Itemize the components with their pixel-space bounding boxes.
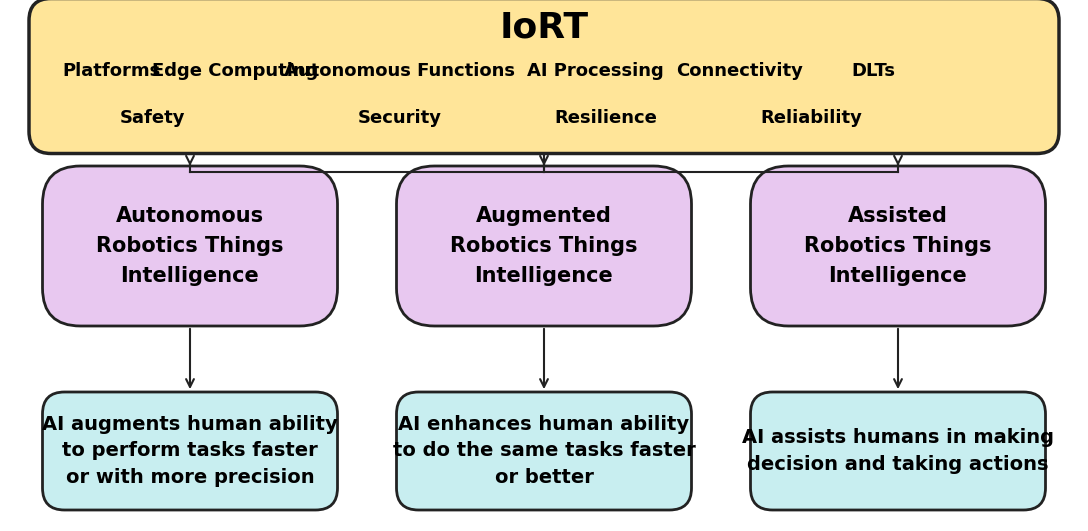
Text: Edge Computing: Edge Computing xyxy=(152,62,318,80)
Text: Resilience: Resilience xyxy=(555,109,657,127)
FancyBboxPatch shape xyxy=(42,392,337,510)
Text: AI enhances human ability
to do the same tasks faster
or better: AI enhances human ability to do the same… xyxy=(393,415,695,487)
Text: Security: Security xyxy=(358,109,442,127)
Text: AI assists humans in making
decision and taking actions: AI assists humans in making decision and… xyxy=(742,428,1054,474)
Text: Autonomous Functions: Autonomous Functions xyxy=(284,62,516,80)
Text: Augmented
Robotics Things
Intelligence: Augmented Robotics Things Intelligence xyxy=(450,207,638,286)
FancyBboxPatch shape xyxy=(396,392,692,510)
FancyBboxPatch shape xyxy=(751,392,1046,510)
FancyBboxPatch shape xyxy=(396,166,692,326)
Text: Autonomous
Robotics Things
Intelligence: Autonomous Robotics Things Intelligence xyxy=(96,207,284,286)
Text: AI Processing: AI Processing xyxy=(527,62,664,80)
FancyBboxPatch shape xyxy=(751,166,1046,326)
Text: AI augments human ability
to perform tasks faster
or with more precision: AI augments human ability to perform tas… xyxy=(42,415,338,487)
Text: IoRT: IoRT xyxy=(499,11,589,45)
Text: Assisted
Robotics Things
Intelligence: Assisted Robotics Things Intelligence xyxy=(804,207,992,286)
Text: Reliability: Reliability xyxy=(761,109,863,127)
FancyBboxPatch shape xyxy=(42,166,337,326)
Text: Connectivity: Connectivity xyxy=(677,62,803,80)
FancyBboxPatch shape xyxy=(29,0,1059,153)
Text: Safety: Safety xyxy=(120,109,185,127)
Text: Platforms: Platforms xyxy=(62,62,161,80)
Text: DLTs: DLTs xyxy=(852,62,895,80)
